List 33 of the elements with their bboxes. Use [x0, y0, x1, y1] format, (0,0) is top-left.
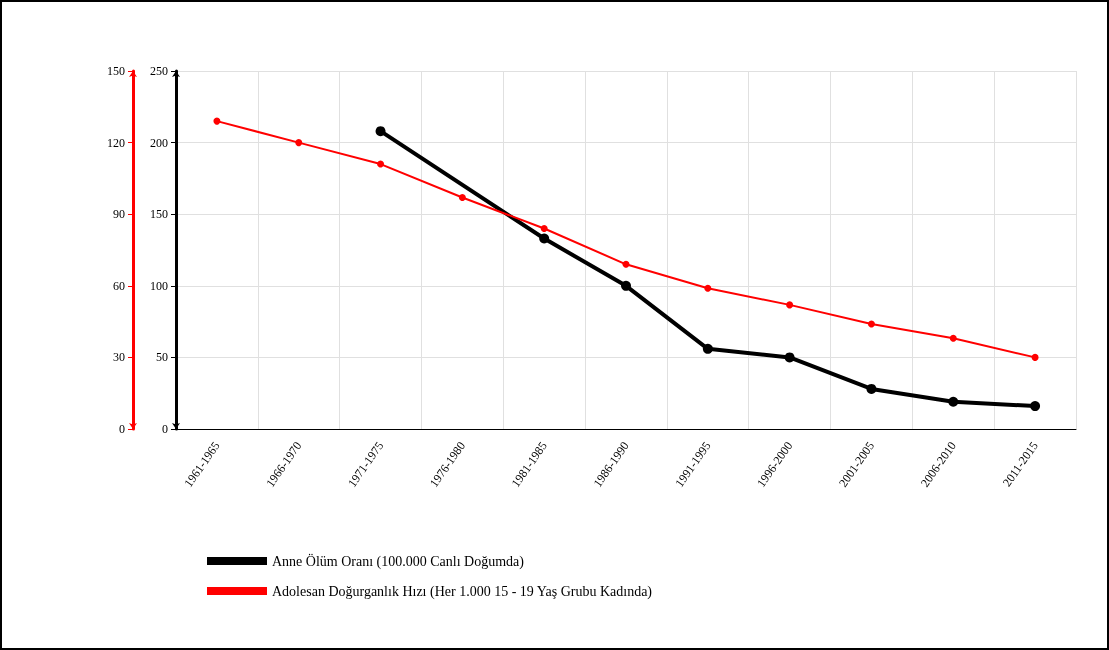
- point: [1031, 353, 1039, 361]
- y2-tick-label: 120: [107, 135, 125, 150]
- y2-tick-label: 150: [107, 64, 125, 78]
- point: [458, 193, 466, 201]
- point: [621, 280, 631, 291]
- y2-tick-label: 60: [113, 278, 125, 293]
- legend-label: Adolesan Doğurganlık Hızı (Her 1.000 15 - 19 Yaş Grubu Kadında): [272, 583, 653, 600]
- point: [867, 320, 875, 328]
- y2-tick-label: 90: [113, 207, 125, 222]
- y-tick-label: 50: [156, 350, 168, 365]
- point: [948, 396, 959, 407]
- point: [949, 334, 957, 342]
- y-tick-label: 200: [150, 135, 168, 150]
- point: [295, 139, 303, 147]
- point: [539, 233, 550, 244]
- y-tick-label: 100: [150, 278, 168, 293]
- y-tick-label: 250: [150, 64, 168, 78]
- y2-tick-label: 0: [119, 422, 125, 436]
- point: [704, 284, 712, 292]
- point: [213, 117, 221, 125]
- legend-label: Anne Ölüm Oranı (100.000 Canlı Doğumda): [272, 552, 525, 570]
- point: [866, 383, 877, 394]
- point: [784, 352, 795, 363]
- y-tick-label: 150: [150, 207, 168, 222]
- y2-tick-label: 30: [113, 350, 125, 365]
- point: [1030, 401, 1041, 412]
- point: [375, 126, 386, 137]
- point: [622, 260, 630, 268]
- point: [540, 225, 548, 233]
- point: [702, 343, 713, 354]
- point: [377, 160, 385, 168]
- point: [786, 301, 794, 309]
- y-tick-label: 0: [162, 422, 168, 436]
